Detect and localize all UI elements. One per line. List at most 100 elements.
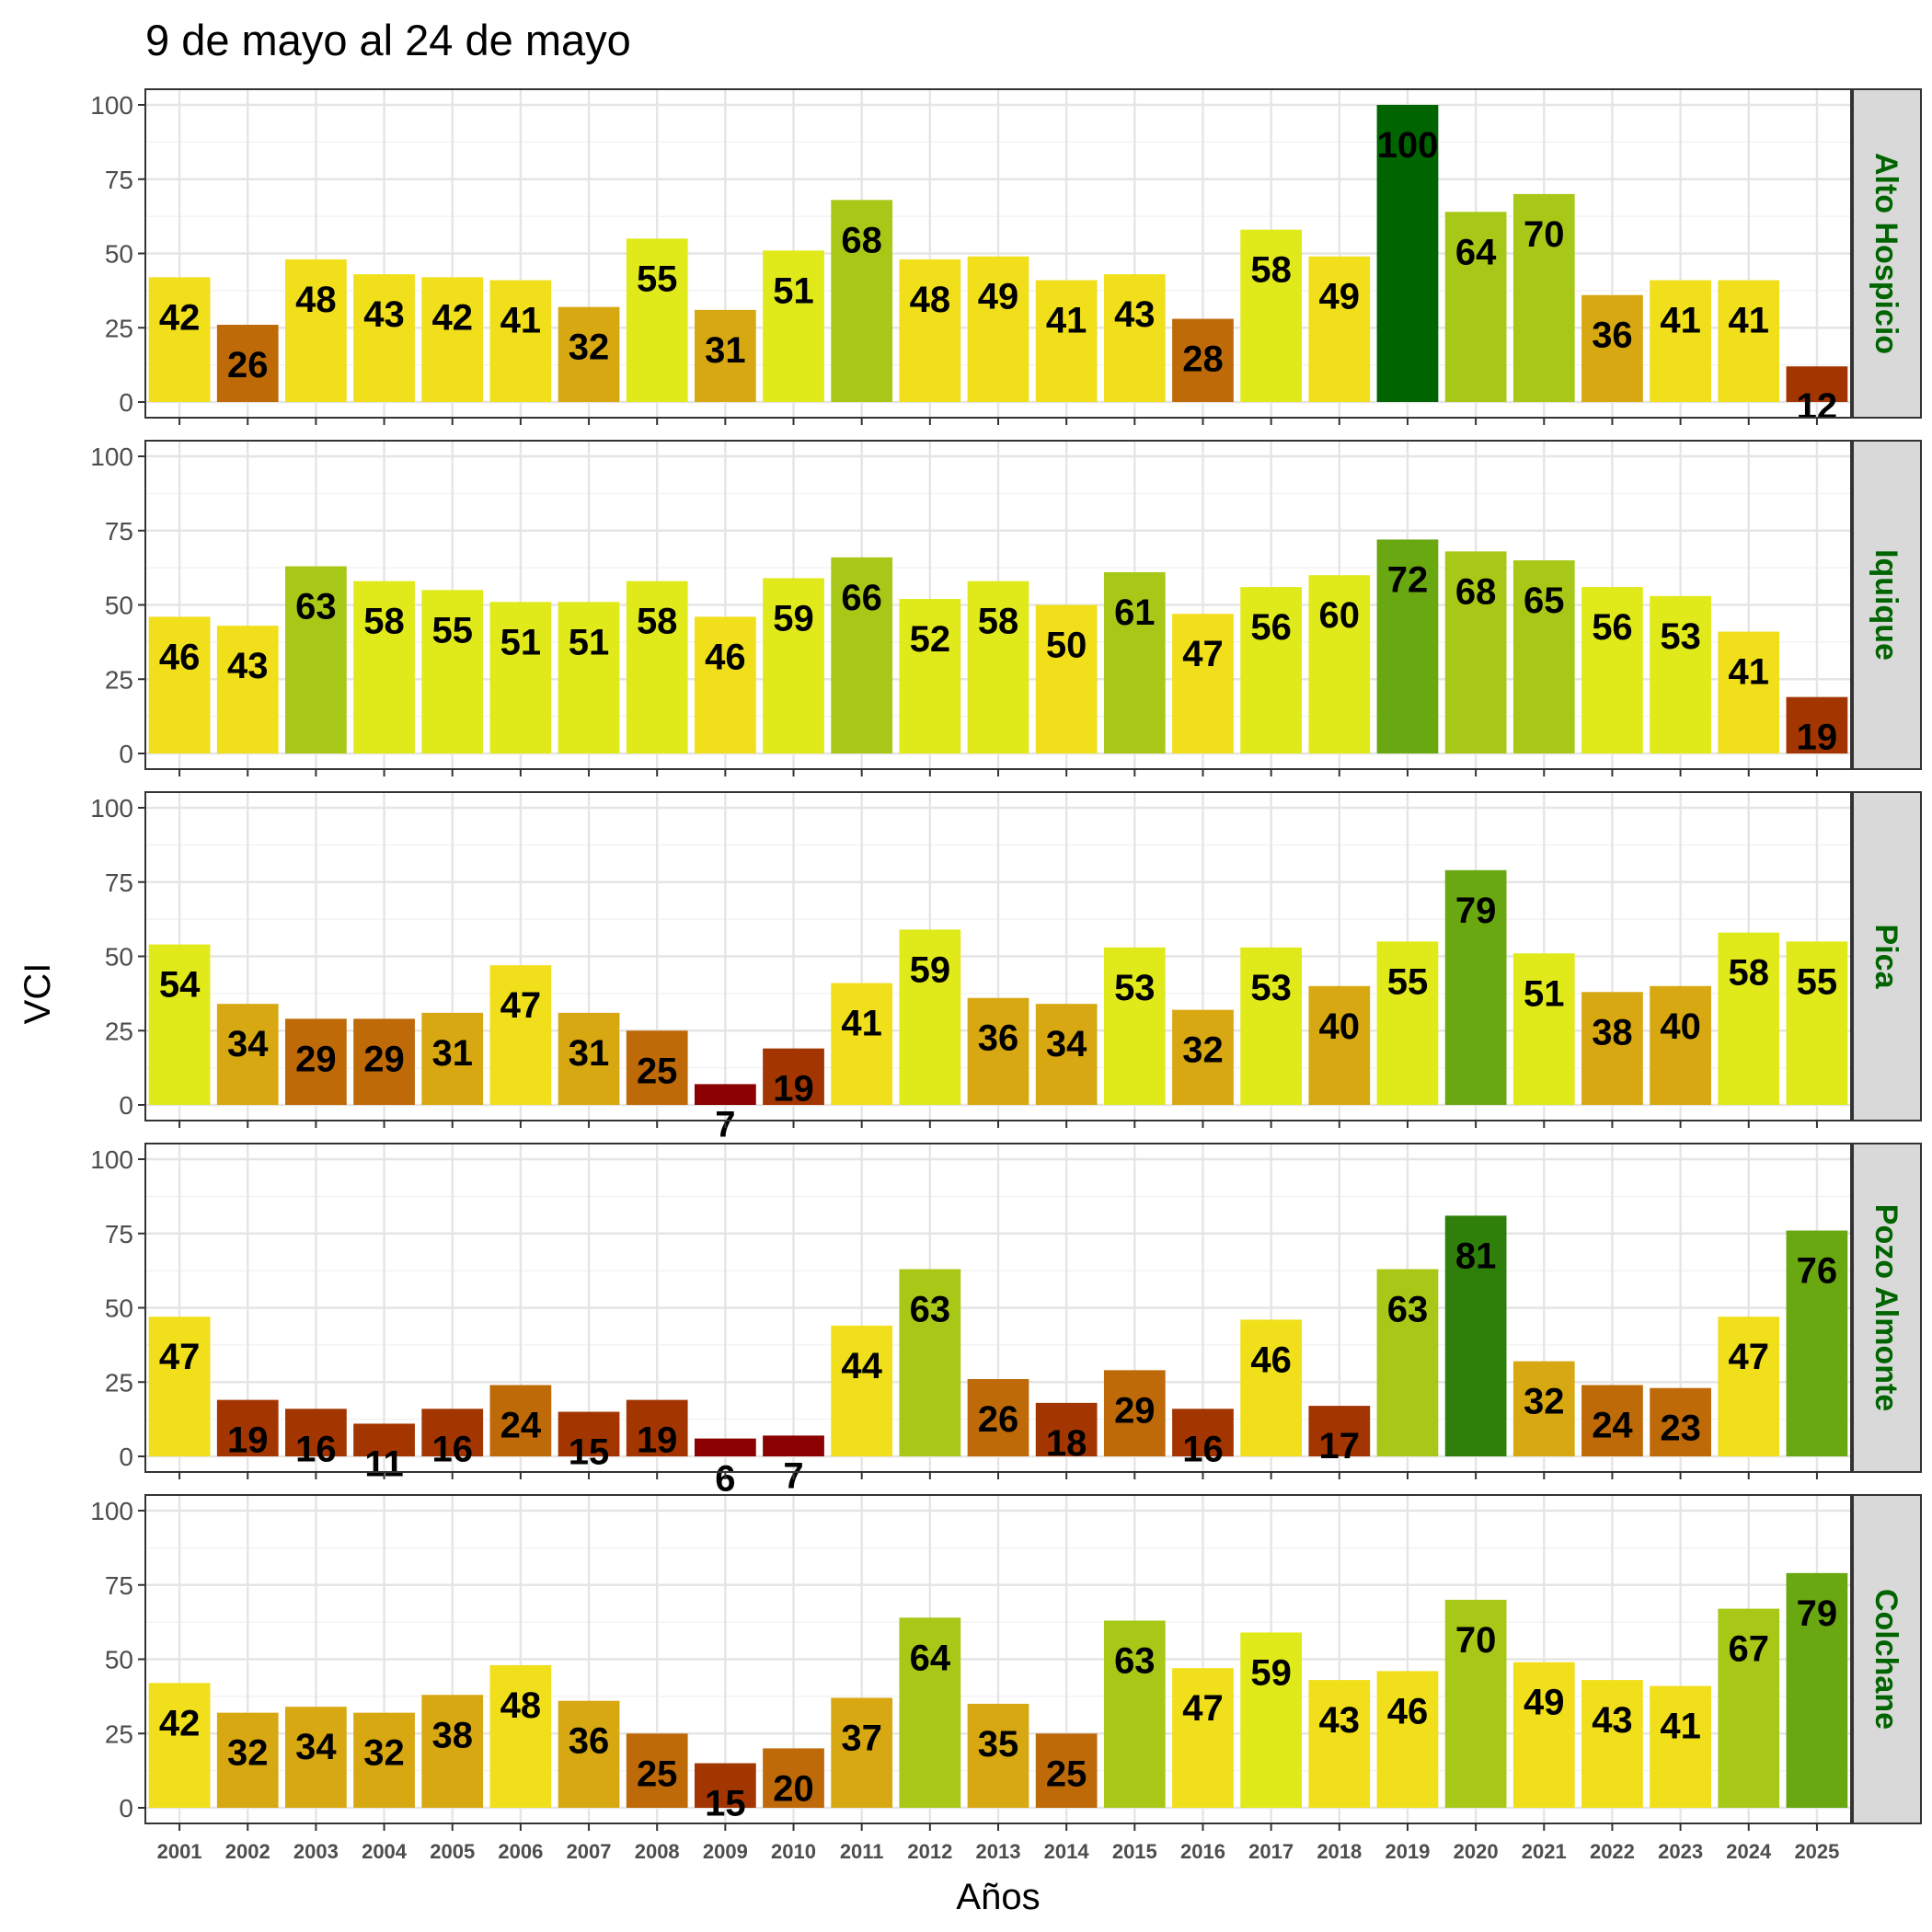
y-tick-label: 50 (105, 943, 133, 972)
x-axis-title: Años (956, 1877, 1040, 1917)
strip-label: Colchane (1869, 1589, 1903, 1730)
bar-colchane-2015 (1103, 1620, 1166, 1808)
bar-pica-2020 (1444, 869, 1507, 1105)
bar-alto-hospicio-2020 (1444, 212, 1507, 402)
y-tick-label: 100 (90, 91, 133, 120)
bar-pozo-almonte-2001 (148, 1317, 211, 1456)
bar-alto-hospicio-2017 (1240, 229, 1303, 402)
data-label: 64 (910, 1638, 951, 1678)
panel-iquique: 0 25 50 75 100 46 43 63 58 55 51 51 58 46 59 66 52 58 50 61… (90, 440, 1922, 776)
bar-iquique-2004 (353, 581, 415, 753)
bar-alto-hospicio-2010 (763, 250, 824, 402)
bar-pica-2021 (1512, 953, 1575, 1105)
x-tick-label: 2010 (771, 1840, 816, 1863)
data-label: 54 (159, 965, 201, 1006)
data-label: 32 (227, 1733, 269, 1774)
data-label: 25 (637, 1051, 678, 1091)
data-label: 26 (227, 345, 269, 385)
data-label: 46 (1250, 1340, 1292, 1380)
data-label: 26 (978, 1399, 1019, 1440)
bar-pozo-almonte-2008 (626, 1399, 688, 1456)
data-label: 58 (978, 602, 1019, 642)
strip-background (1852, 1494, 1922, 1824)
data-label: 18 (1046, 1423, 1087, 1464)
bar-alto-hospicio-2015 (1103, 274, 1166, 402)
panel-colchane: 0 25 50 75 100 42 32 34 32 38 48 36 25 15 20 37 64 35 25 63… (90, 1494, 1922, 1863)
y-tick-label: 100 (90, 794, 133, 822)
bar-colchane-2020 (1444, 1599, 1507, 1808)
data-label: 70 (1455, 1620, 1497, 1661)
bar-pica-2018 (1308, 985, 1371, 1105)
bar-iquique-2007 (558, 602, 620, 753)
bar-iquique-2023 (1650, 595, 1711, 753)
data-label: 32 (569, 328, 610, 368)
data-label: 32 (1524, 1382, 1565, 1422)
bar-colchane-2012 (899, 1617, 961, 1808)
bar-pozo-almonte-2002 (216, 1399, 279, 1456)
data-label: 42 (159, 297, 201, 338)
data-label: 43 (1114, 294, 1156, 335)
data-label: 19 (773, 1069, 814, 1110)
bar-alto-hospicio-2008 (626, 238, 688, 402)
bar-alto-hospicio-2003 (285, 259, 347, 402)
data-label: 19 (637, 1420, 678, 1461)
bar-pozo-almonte-2004 (353, 1423, 415, 1456)
data-label: 29 (363, 1039, 405, 1079)
data-label: 48 (295, 280, 337, 320)
y-tick-label: 75 (105, 166, 133, 194)
bar-pozo-almonte-2018 (1308, 1406, 1371, 1456)
bar-iquique-2013 (967, 581, 1029, 753)
bar-alto-hospicio-2021 (1512, 193, 1575, 402)
data-label: 41 (1729, 301, 1770, 341)
data-label: 51 (500, 622, 542, 662)
bar-colchane-2004 (353, 1712, 415, 1808)
data-label: 59 (910, 949, 951, 990)
bar-alto-hospicio-2016 (1172, 318, 1234, 402)
strip-background (1852, 440, 1922, 770)
bar-pozo-almonte-2016 (1172, 1409, 1234, 1456)
x-tick-label: 2008 (635, 1840, 680, 1863)
bar-alto-hospicio-2004 (353, 274, 415, 402)
data-label: 15 (705, 1784, 746, 1824)
panel-alto-hospicio: 0 25 50 75 100 42 26 48 43 42 41 32 55 31 51 68 48 49 41 43… (90, 88, 1922, 427)
data-label: 68 (1455, 571, 1497, 612)
data-label: 59 (1250, 1652, 1292, 1693)
data-label: 25 (637, 1754, 678, 1794)
data-label: 47 (500, 985, 542, 1026)
bar-colchane-2024 (1718, 1608, 1780, 1808)
bar-iquique-2006 (489, 602, 552, 753)
bar-colchane-2025 (1786, 1572, 1848, 1808)
bar-pica-2016 (1172, 1009, 1234, 1105)
bar-iquique-2010 (763, 578, 824, 753)
data-label: 35 (978, 1724, 1019, 1765)
bar-iquique-2012 (899, 599, 961, 753)
data-label: 16 (431, 1429, 473, 1469)
data-label: 36 (1592, 316, 1633, 356)
x-tick-label: 2015 (1112, 1840, 1157, 1863)
bar-alto-hospicio-2005 (421, 277, 484, 402)
bar-pica-2010 (763, 1048, 824, 1105)
data-label: 79 (1455, 891, 1497, 931)
bar-iquique-2020 (1444, 551, 1507, 753)
y-tick-label: 100 (90, 443, 133, 471)
bar-pozo-almonte-2024 (1718, 1317, 1780, 1456)
x-tick-label: 2022 (1590, 1840, 1635, 1863)
data-label: 34 (227, 1024, 269, 1064)
data-label: 47 (1182, 634, 1224, 674)
y-tick-label: 75 (105, 868, 133, 897)
bar-pozo-almonte-2009 (694, 1438, 756, 1456)
bar-iquique-2016 (1172, 614, 1234, 753)
bar-pica-2006 (489, 965, 552, 1105)
strip-label: Iquique (1869, 549, 1903, 661)
bar-pozo-almonte-2013 (967, 1379, 1029, 1456)
data-label: 24 (500, 1405, 542, 1445)
data-label: 63 (1387, 1290, 1429, 1330)
bar-iquique-2018 (1308, 575, 1371, 753)
data-label: 53 (1660, 616, 1701, 657)
bar-pozo-almonte-2025 (1786, 1230, 1848, 1456)
data-label: 76 (1797, 1251, 1838, 1292)
facet-panels: 0 25 50 75 100 42 26 48 43 42 41 32 55 31 51 68 48 49 41 43… (90, 88, 1922, 1863)
data-label: 46 (1387, 1691, 1429, 1731)
bar-colchane-2018 (1308, 1680, 1371, 1808)
